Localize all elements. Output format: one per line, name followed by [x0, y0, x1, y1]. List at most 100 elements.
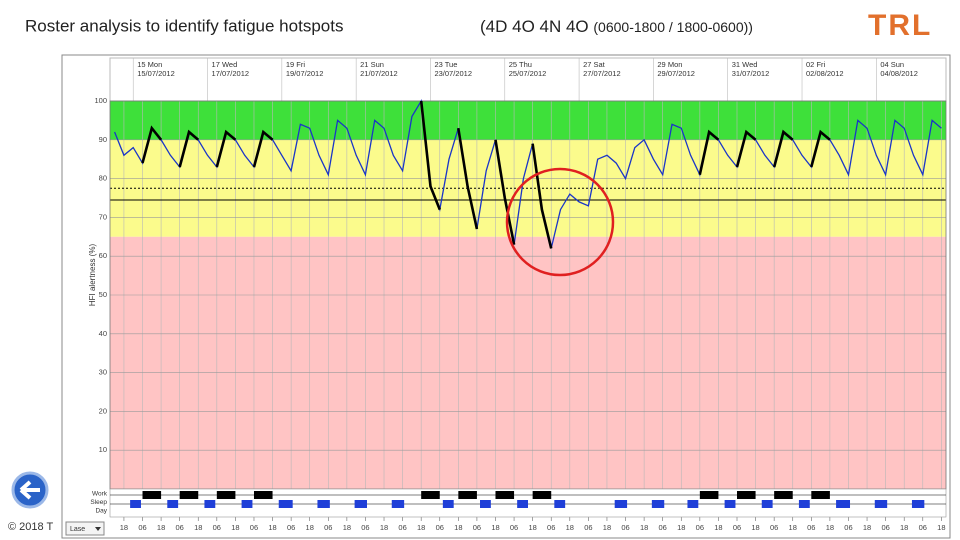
date-day: 02 Fri	[806, 60, 826, 69]
y-tick-label: 90	[99, 135, 107, 144]
header-area	[109, 57, 947, 102]
work-block	[216, 491, 236, 499]
work-block	[811, 491, 830, 499]
work-block	[179, 491, 199, 499]
x-tick-label: 06	[398, 523, 406, 532]
x-tick-label: 18	[454, 523, 462, 532]
band	[110, 101, 946, 140]
work-block	[495, 491, 515, 499]
selector-caret	[95, 527, 101, 531]
x-tick-label: 18	[714, 523, 722, 532]
date-date: 29/07/2012	[657, 69, 695, 78]
plot: 18 06 18 06 18 06 18 06 18 06 18 06 18 06 18 06 18 06 18 06…	[88, 57, 947, 532]
logo: TRL	[868, 9, 932, 42]
work-block	[253, 491, 273, 499]
work-line	[141, 125, 163, 164]
work-line	[531, 143, 553, 249]
x-tick-label: 18	[789, 523, 797, 532]
highlight-circle	[505, 167, 615, 277]
date-date: 17/07/2012	[212, 69, 250, 78]
x-tick-label: 18	[826, 523, 834, 532]
sleep-block	[687, 500, 699, 508]
y-tick-label: 10	[99, 445, 107, 454]
date-date: 21/07/2012	[360, 69, 398, 78]
sleep-block	[874, 500, 888, 508]
date-date: 19/07/2012	[286, 69, 324, 78]
work-line	[178, 129, 200, 168]
work-line	[215, 129, 237, 168]
x-tick-label: 18	[528, 523, 536, 532]
date-day: 25 Thu	[509, 60, 532, 69]
strip-label: Day	[95, 508, 107, 515]
sleep-block	[651, 500, 665, 508]
work-line	[252, 129, 274, 168]
date-date: 02/08/2012	[806, 69, 844, 78]
x-tick-label: 18	[491, 523, 499, 532]
x-tick-label: 06	[659, 523, 667, 532]
x-tick-label: 18	[343, 523, 351, 532]
sleep-block	[167, 500, 179, 508]
date-day: 23 Tue	[434, 60, 457, 69]
date-day: 17 Wed	[212, 60, 238, 69]
work-line	[494, 139, 516, 245]
work-line	[810, 129, 831, 168]
sleep-block	[798, 500, 810, 508]
y-tick-label: 40	[99, 329, 107, 338]
selector-label: Lase	[70, 526, 85, 533]
back-arrow	[19, 480, 40, 500]
x-tick-label: 06	[510, 523, 518, 532]
x-tick-label: 06	[844, 523, 852, 532]
x-tick-label: 18	[268, 523, 276, 532]
sleep-block	[354, 500, 367, 508]
date-day: 31 Wed	[732, 60, 758, 69]
x-tick-label: 18	[380, 523, 388, 532]
date-date: 25/07/2012	[509, 69, 547, 78]
x-tick-label: 18	[306, 523, 314, 532]
slide-subtitle: (4D 4O 4N 4O (0600-1800 / 1800-0600))	[480, 17, 753, 36]
sleep-block	[278, 500, 293, 508]
x-tick-label: 18	[417, 523, 425, 532]
date-day: 21 Sun	[360, 60, 384, 69]
sleep-block	[442, 500, 454, 508]
strip-label: Sleep	[90, 499, 107, 506]
date-date: 31/07/2012	[732, 69, 770, 78]
x-tick-label: 18	[566, 523, 574, 532]
sleep-block	[911, 500, 925, 508]
work-line	[698, 129, 720, 175]
sleep-block	[241, 500, 253, 508]
y-axis-label: HFI alertness (%)	[88, 244, 97, 307]
date-day: 29 Mon	[657, 60, 682, 69]
strip-label: Work	[92, 491, 108, 498]
x-tick-label: 18	[937, 523, 945, 532]
x-tick-label: 18	[603, 523, 611, 532]
date-date: 23/07/2012	[434, 69, 472, 78]
work-block	[737, 491, 756, 499]
date-date: 04/08/2012	[880, 69, 918, 78]
y-tick-label: 80	[99, 174, 107, 183]
x-tick-label: 18	[194, 523, 202, 532]
x-tick-label: 06	[361, 523, 369, 532]
selector[interactable]	[65, 521, 105, 536]
work-line	[457, 127, 479, 230]
sleep-block	[204, 500, 216, 508]
x-tick-label: 06	[696, 523, 704, 532]
sleep-block	[554, 500, 566, 508]
copyright: © 2018 T	[8, 521, 53, 533]
x-tick-label: 18	[751, 523, 759, 532]
y-tick-label: 60	[99, 251, 107, 260]
x-tick-label: 18	[900, 523, 908, 532]
subtitle: (4D 4O 4N 4O	[480, 17, 589, 36]
sleep-block	[480, 500, 491, 508]
work-block	[458, 491, 477, 499]
x-tick-label: 18	[863, 523, 871, 532]
y-tick-label: 20	[99, 406, 107, 415]
y-tick-label: 100	[94, 96, 107, 105]
date-date: 27/07/2012	[583, 69, 621, 78]
x-tick-label: 06	[213, 523, 221, 532]
x-tick-label: 06	[621, 523, 629, 532]
x-tick-label: 06	[733, 523, 741, 532]
date-date: 15/07/2012	[137, 69, 175, 78]
x-tick-label: 06	[250, 523, 258, 532]
work-line	[735, 129, 757, 168]
